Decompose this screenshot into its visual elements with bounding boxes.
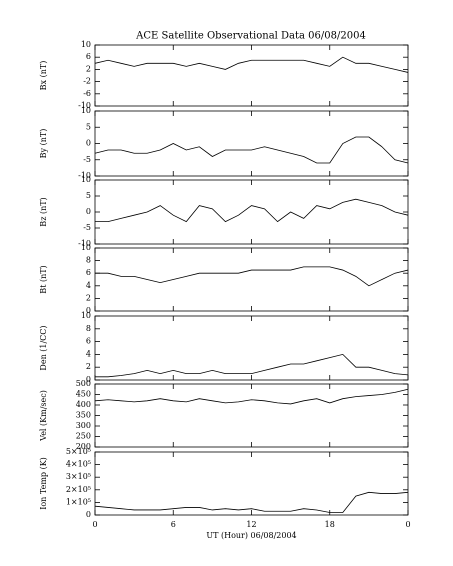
y-tick-label: 10 bbox=[81, 106, 91, 115]
panel-frame bbox=[94, 383, 409, 448]
y-tick-label: 1×10⁵ bbox=[66, 497, 91, 506]
y-tick-label: 0 bbox=[86, 306, 91, 315]
y-axis-label: By (nT) bbox=[39, 129, 48, 159]
y-axis-label: Bx (nT) bbox=[39, 61, 48, 91]
panel-frame bbox=[94, 179, 409, 245]
y-tick-label: -2 bbox=[83, 77, 91, 86]
y-tick-label: 10 bbox=[81, 243, 91, 252]
x-tick-label: 0 bbox=[405, 520, 410, 529]
data-line bbox=[95, 353, 409, 378]
y-tick-label: -10 bbox=[78, 239, 91, 248]
panel-frame bbox=[94, 110, 409, 177]
x-axis-label: UT (Hour) 06/08/2004 bbox=[206, 531, 296, 540]
data-line bbox=[95, 266, 409, 287]
panel-frame bbox=[94, 315, 409, 381]
y-tick-label: 2×10⁵ bbox=[66, 485, 91, 494]
y-tick-label: 10 bbox=[81, 175, 91, 184]
y-tick-label: -5 bbox=[83, 155, 91, 164]
panel-frame bbox=[94, 247, 409, 312]
y-axis-label: Vel (Km/sec) bbox=[39, 390, 48, 442]
y-tick-label: 4×10⁵ bbox=[66, 460, 91, 469]
y-tick-label: 400 bbox=[76, 400, 91, 409]
y-tick-label: 200 bbox=[76, 442, 91, 451]
y-axis-label: Bt (nT) bbox=[39, 265, 48, 293]
y-tick-label: 2 bbox=[86, 293, 91, 302]
y-tick-label: 0 bbox=[86, 139, 91, 148]
y-tick-label: -6 bbox=[83, 89, 91, 98]
y-tick-label: 10 bbox=[81, 40, 91, 49]
y-axis-label: Den (1/CC) bbox=[39, 325, 48, 370]
y-tick-label: 8 bbox=[86, 324, 91, 333]
y-tick-label: 300 bbox=[76, 421, 91, 430]
y-tick-label: -5 bbox=[83, 223, 91, 232]
x-tick-label: 18 bbox=[325, 520, 335, 529]
y-axis-label: Ion Temp (K) bbox=[39, 457, 48, 510]
y-tick-label: 5×10⁵ bbox=[66, 447, 91, 456]
panel-frame bbox=[94, 451, 409, 516]
data-line bbox=[94, 56, 409, 73]
y-tick-label: 0 bbox=[86, 375, 91, 384]
y-tick-label: 4 bbox=[86, 281, 91, 290]
y-tick-label: 6 bbox=[86, 268, 91, 277]
chart-title: ACE Satellite Observational Data 06/08/2… bbox=[135, 31, 366, 42]
y-tick-label: 8 bbox=[86, 256, 91, 265]
y-tick-label: -10 bbox=[78, 171, 91, 180]
y-axis-label: Bz (nT) bbox=[39, 197, 48, 226]
y-tick-label: 4 bbox=[86, 349, 91, 358]
x-tick-label: 6 bbox=[171, 520, 176, 529]
x-tick-label: 0 bbox=[92, 520, 97, 529]
y-tick-label: 6 bbox=[86, 337, 91, 346]
y-tick-label: 2 bbox=[86, 64, 91, 73]
y-tick-label: 5 bbox=[86, 122, 91, 131]
y-tick-label: 350 bbox=[76, 411, 91, 420]
panel-frame bbox=[94, 44, 409, 107]
y-tick-label: 3×10⁵ bbox=[66, 472, 91, 481]
data-line bbox=[94, 136, 409, 164]
data-line bbox=[94, 388, 409, 405]
x-tick-label: 12 bbox=[246, 520, 256, 529]
y-tick-label: 250 bbox=[76, 432, 91, 441]
y-tick-label: 5 bbox=[86, 191, 91, 200]
y-tick-label: 0 bbox=[86, 510, 91, 519]
data-line bbox=[94, 491, 409, 513]
y-tick-label: -10 bbox=[78, 101, 91, 110]
y-tick-label: 10 bbox=[81, 311, 91, 320]
y-tick-label: 6 bbox=[86, 52, 91, 61]
data-line bbox=[95, 198, 409, 223]
y-tick-label: 450 bbox=[76, 390, 91, 399]
y-tick-label: 0 bbox=[86, 207, 91, 216]
y-tick-label: 2 bbox=[86, 362, 91, 371]
y-tick-label: 500 bbox=[76, 379, 91, 388]
